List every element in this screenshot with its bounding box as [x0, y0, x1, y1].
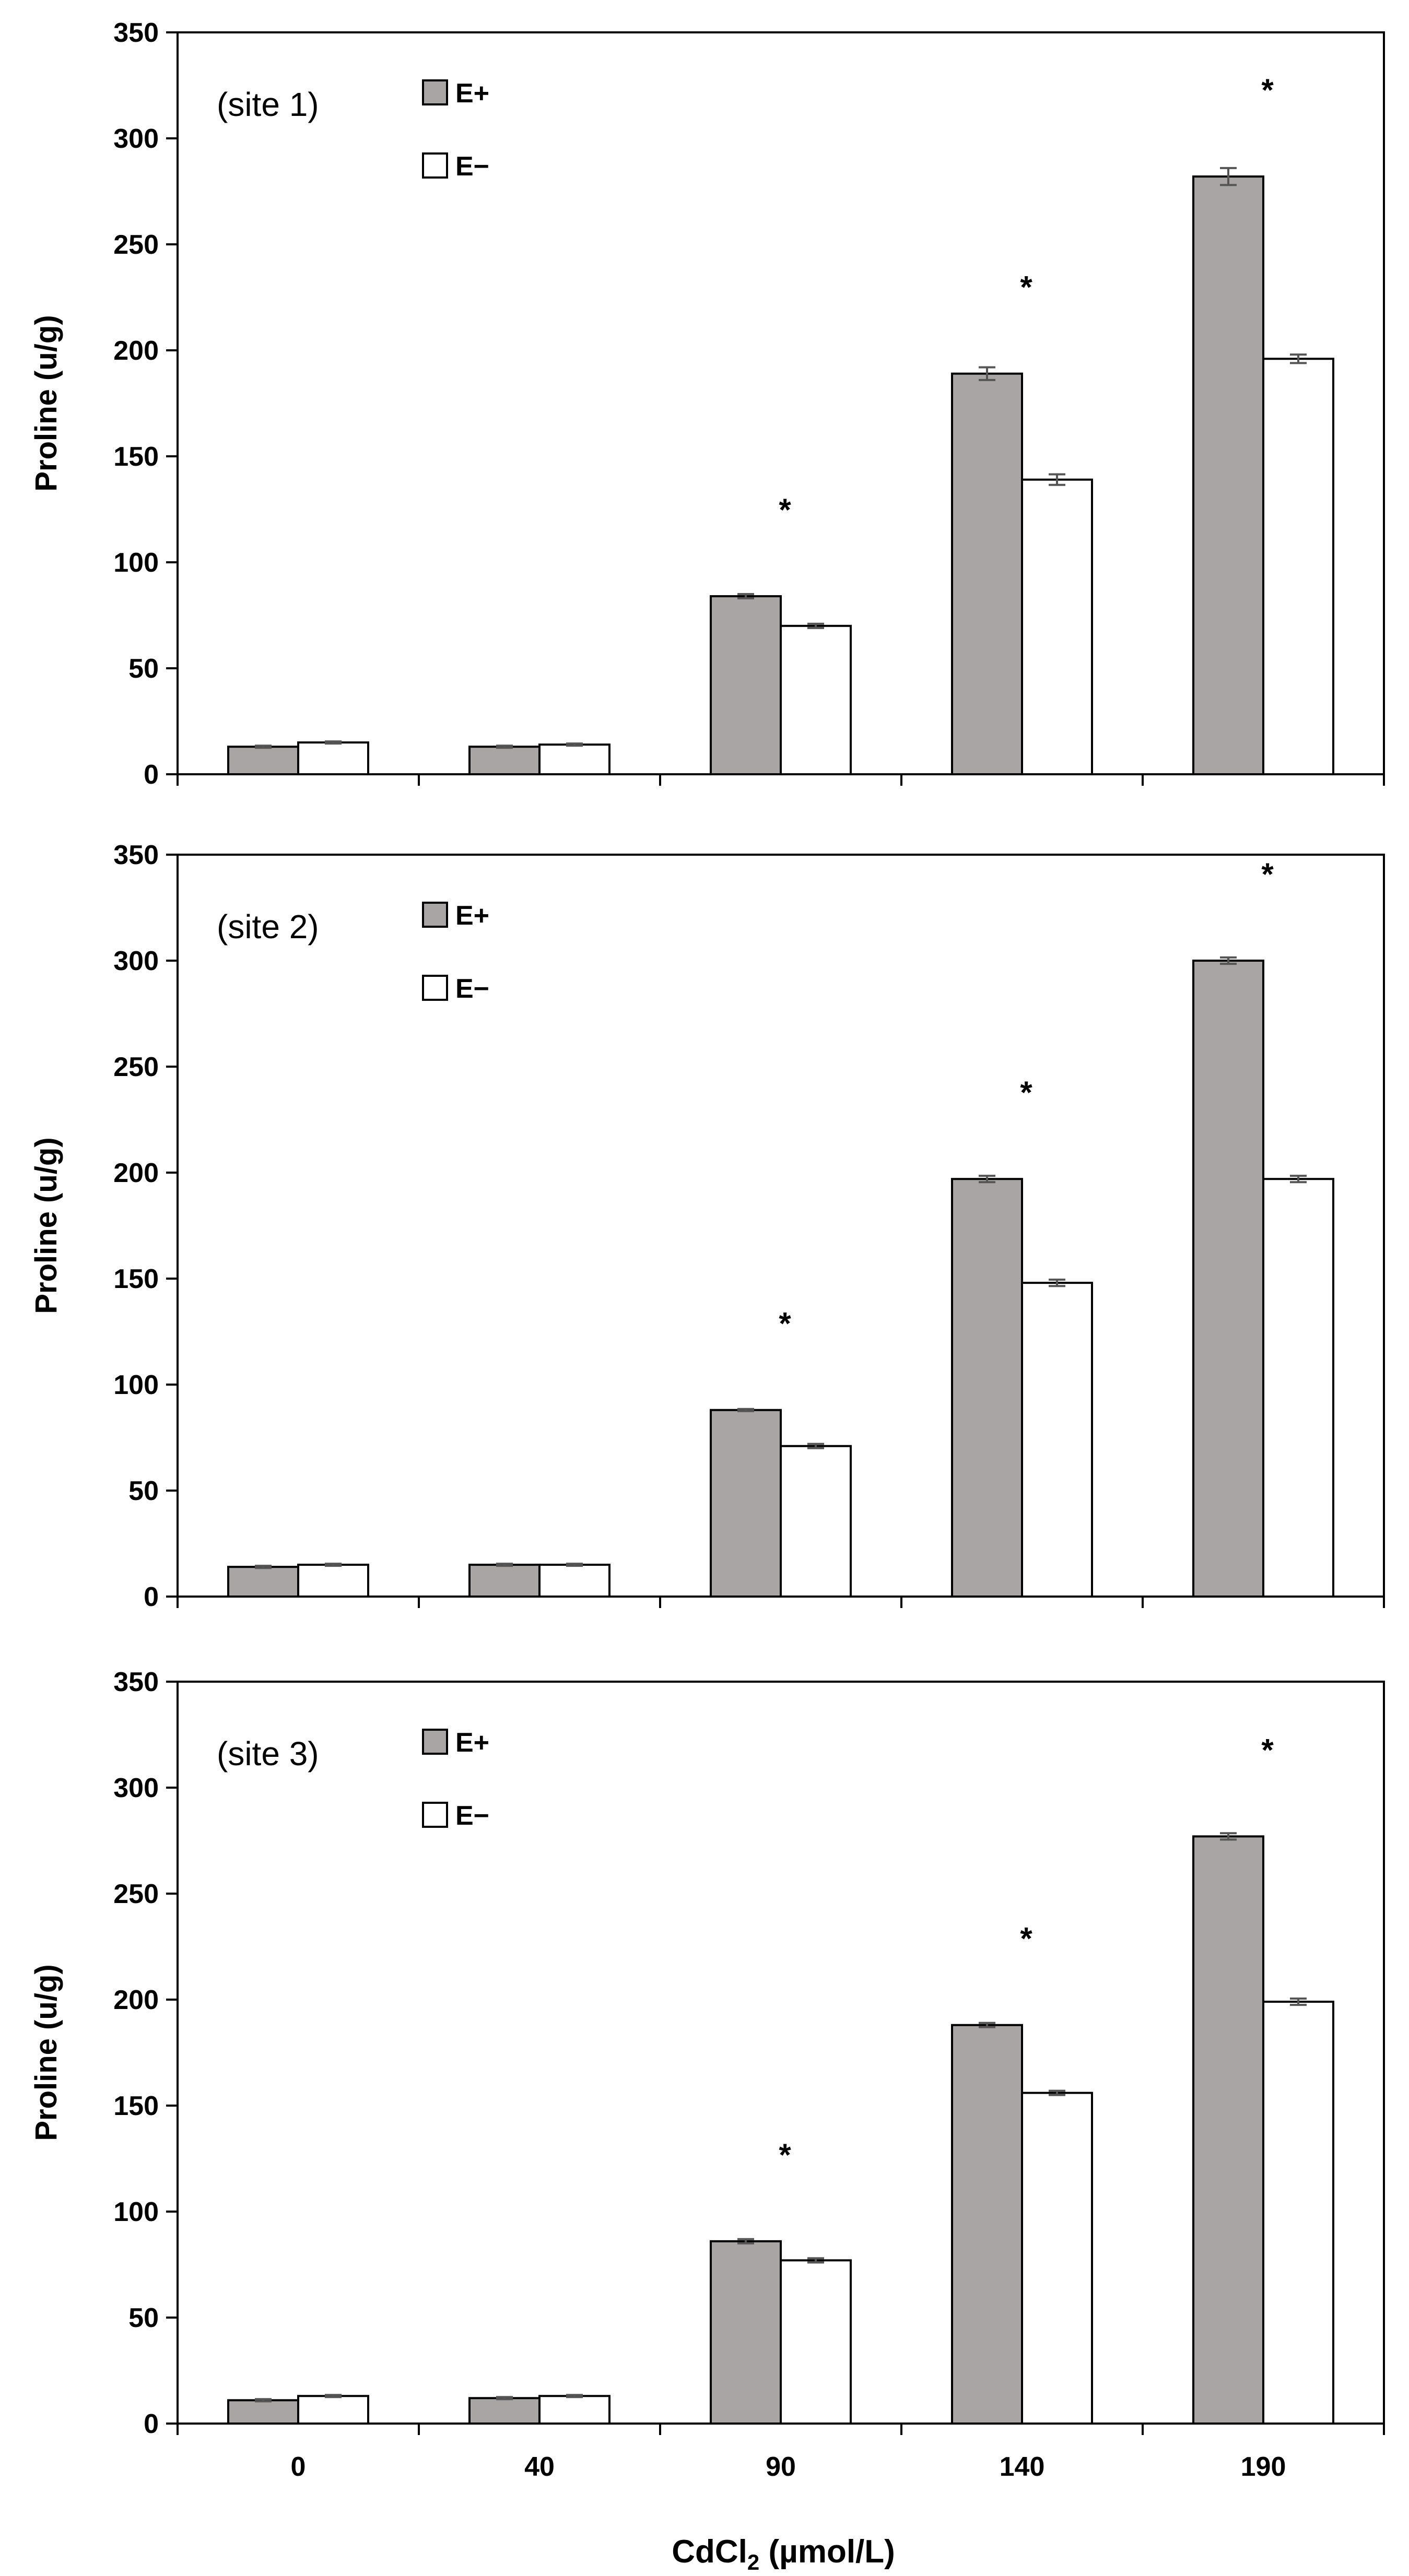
legend-label-e-plus: E+ — [455, 1728, 489, 1758]
bar-e-minus-90 — [780, 2259, 852, 2425]
significance-marker: * — [1261, 857, 1274, 892]
significance-marker: * — [779, 2137, 791, 2172]
significance-marker: * — [1261, 73, 1274, 108]
bar-e-plus-0 — [227, 2399, 299, 2425]
y-tick-label: 50 — [128, 654, 159, 684]
significance-marker: * — [1020, 1075, 1032, 1110]
legend-swatch-e-plus — [422, 902, 448, 928]
bar-e-minus-90 — [780, 624, 852, 776]
y-tick-label: 250 — [113, 1879, 159, 1909]
bar-e-minus-0 — [297, 741, 369, 775]
bar-e-minus-190 — [1262, 358, 1334, 775]
bar-e-plus-0 — [227, 746, 299, 775]
legend-label-e-minus: E− — [455, 151, 489, 182]
panel-site-2: 0 50 100 150 200 250 300 350 Proline (u/g) * * * (si… — [29, 840, 1385, 1612]
panel-title: (site 1) — [217, 86, 319, 123]
y-tick-label: 200 — [113, 336, 159, 366]
legend-label-e-plus: E+ — [455, 901, 489, 931]
bar-e-minus-0 — [297, 2395, 369, 2425]
significance-marker: * — [779, 1306, 791, 1341]
bar-e-plus-190 — [1192, 1835, 1264, 2425]
y-tick-label: 300 — [113, 946, 159, 976]
y-tick-label: 0 — [144, 1582, 159, 1612]
significance-marker: * — [1020, 1921, 1032, 1956]
legend-swatch-e-minus — [422, 152, 448, 179]
panel-title: (site 3) — [217, 1735, 319, 1773]
significance-marker: * — [1261, 1732, 1274, 1767]
y-tick-label: 50 — [128, 2303, 159, 2333]
legend-swatch-e-plus — [422, 79, 448, 105]
bar-e-minus-190 — [1262, 2001, 1334, 2425]
bar-e-plus-90 — [710, 2240, 782, 2425]
y-tick-label: 100 — [113, 548, 159, 578]
y-tick-label: 150 — [113, 1264, 159, 1294]
bar-e-plus-90 — [710, 1409, 782, 1598]
legend-label-e-plus: E+ — [455, 78, 489, 109]
legend-swatch-e-minus — [422, 1802, 448, 1828]
bar-e-minus-140 — [1021, 1282, 1093, 1598]
y-tick-label: 300 — [113, 1773, 159, 1803]
y-tick-label: 350 — [113, 18, 159, 48]
y-tick-label: 0 — [144, 2409, 159, 2439]
bar-e-minus-0 — [297, 1564, 369, 1598]
y-tick-label: 150 — [113, 442, 159, 472]
y-tick-label: 100 — [113, 1370, 159, 1400]
legend-label-e-minus: E− — [455, 974, 489, 1004]
y-tick-label: 200 — [113, 1985, 159, 2015]
bar-e-minus-40 — [538, 2395, 610, 2425]
y-tick-label: 300 — [113, 124, 159, 154]
bar-e-plus-140 — [951, 372, 1023, 775]
chart-panels: 0 50 100 150 200 250 300 350 Proline (u/g) * * * (si… — [29, 18, 1385, 2482]
bar-e-plus-40 — [468, 1564, 541, 1598]
y-tick-label: 200 — [113, 1158, 159, 1188]
legend-label-e-minus: E− — [455, 1801, 489, 1831]
x-tick-label: 90 — [766, 2452, 796, 2482]
bar-e-minus-40 — [538, 1564, 610, 1598]
bar-e-minus-190 — [1262, 1178, 1334, 1598]
legend-swatch-e-minus — [422, 975, 448, 1001]
bar-e-plus-190 — [1192, 175, 1264, 776]
x-tick-label: 140 — [1000, 2452, 1045, 2482]
bar-e-plus-140 — [951, 1178, 1023, 1598]
panel-site-3: 0 50 100 150 200 250 300 350 Proline (u/g) * * * (si… — [29, 1667, 1385, 2482]
bar-e-plus-190 — [1192, 960, 1264, 1598]
y-tick-label: 350 — [113, 1667, 159, 1697]
y-tick-label: 0 — [144, 760, 159, 790]
bar-e-plus-40 — [468, 2397, 541, 2425]
y-tick-label: 250 — [113, 1052, 159, 1082]
y-axis-title: Proline (u/g) — [29, 315, 63, 491]
y-axis-title: Proline (u/g) — [29, 1964, 63, 2141]
bar-e-plus-140 — [951, 2024, 1023, 2425]
panel-site-1: 0 50 100 150 200 250 300 350 Proline (u/g) * * * (si… — [29, 18, 1385, 790]
x-tick-label: 0 — [291, 2452, 306, 2482]
y-tick-label: 250 — [113, 230, 159, 260]
bar-e-plus-90 — [710, 595, 782, 775]
bar-e-plus-40 — [468, 746, 541, 775]
significance-marker: * — [1020, 270, 1032, 305]
y-tick-label: 50 — [128, 1476, 159, 1506]
significance-marker: * — [779, 492, 791, 527]
bar-e-minus-40 — [538, 743, 610, 776]
y-tick-label: 150 — [113, 2091, 159, 2121]
bar-e-minus-140 — [1021, 478, 1093, 775]
x-axis-title: CdCl2 (µmol/L) — [672, 2534, 895, 2574]
y-tick-label: 350 — [113, 840, 159, 870]
panel-title: (site 2) — [217, 908, 319, 946]
x-tick-label: 40 — [524, 2452, 555, 2482]
y-tick-label: 100 — [113, 2197, 159, 2227]
bar-e-minus-90 — [780, 1445, 852, 1598]
y-axis-title: Proline (u/g) — [29, 1137, 63, 1314]
bar-e-plus-0 — [227, 1566, 299, 1598]
bar-e-minus-140 — [1021, 2091, 1093, 2425]
x-tick-label: 190 — [1241, 2452, 1286, 2482]
legend-swatch-e-plus — [422, 1729, 448, 1755]
